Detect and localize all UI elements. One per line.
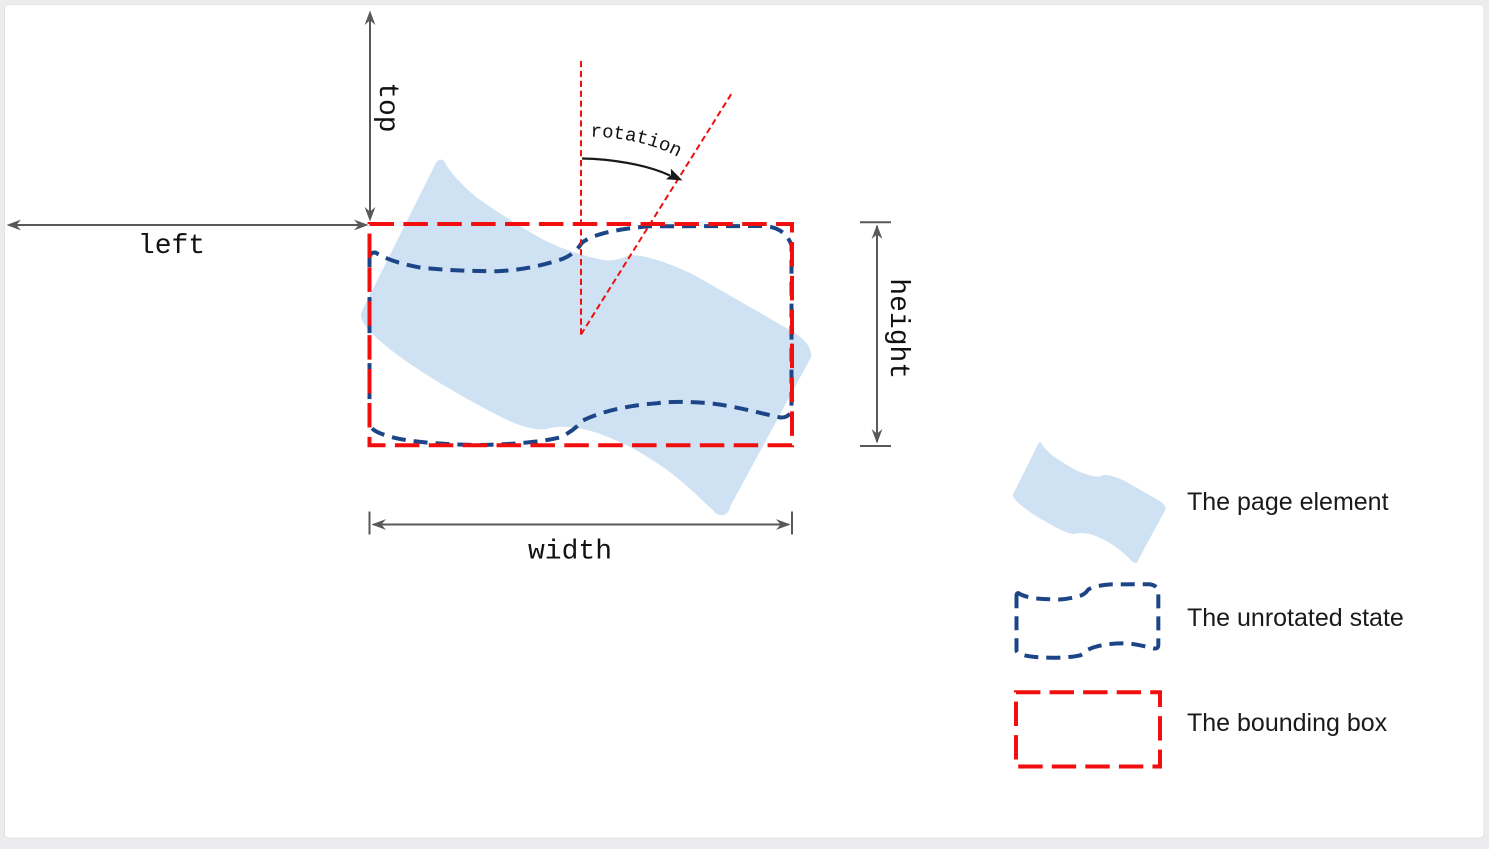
svg-text:left: left <box>138 231 205 262</box>
svg-text:height: height <box>882 278 913 379</box>
svg-text:The unrotated state: The unrotated state <box>1187 604 1404 632</box>
svg-text:The bounding box: The bounding box <box>1187 709 1388 737</box>
svg-text:The page element: The page element <box>1187 488 1389 516</box>
svg-text:width: width <box>528 537 612 568</box>
svg-text:top: top <box>371 82 402 132</box>
